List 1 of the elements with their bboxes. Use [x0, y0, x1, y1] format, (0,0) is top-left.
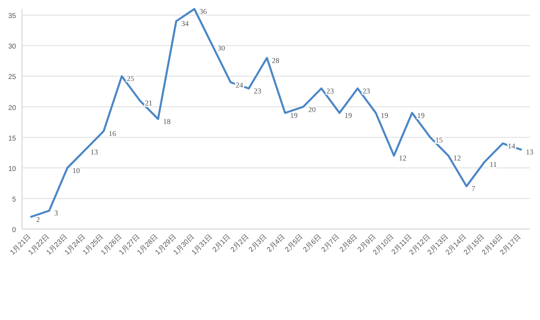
line-series [30, 8, 522, 218]
